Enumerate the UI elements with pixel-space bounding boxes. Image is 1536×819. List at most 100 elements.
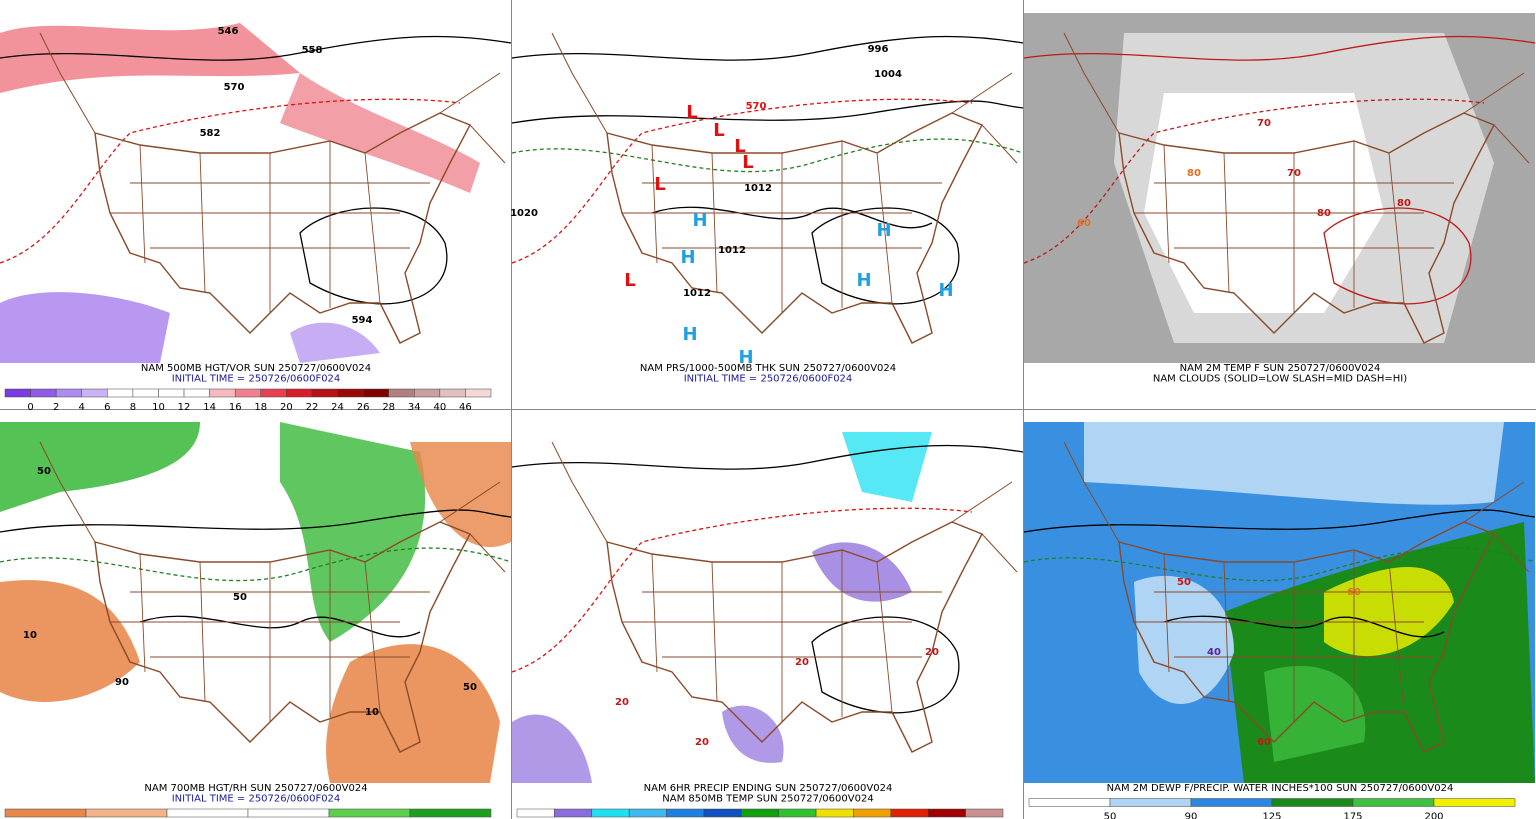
contour [511,138,1024,173]
panel: 80 70 80 80 70 60 NAM 2M TEMP F SUN 250727/060… [1023,13,1536,385]
colorbar-swatch [554,808,593,818]
map-label: 80 [1317,208,1331,219]
contours [0,35,512,305]
contour [299,207,448,305]
map-label: 1012 [683,288,711,299]
colorbar-swatch [166,808,249,818]
contour [511,100,1024,124]
colorbar-label: 18 [254,402,267,413]
map-label: 570 [746,101,767,112]
field-area [1134,575,1234,705]
field-area [1084,422,1504,505]
map-label: 558 [302,45,323,56]
map-label: 20 [925,647,939,658]
map-label: H [876,220,891,241]
map-label: H [856,270,871,291]
colorbar-swatch [85,808,168,818]
field-area [722,705,784,763]
map-label: 50 [1177,577,1191,588]
panel: 50 10 90 50 10 50 NAM 700MB HGT/RH SUN 250727/… [0,422,512,818]
field-area [1324,567,1454,657]
colorbar-swatch [666,808,705,818]
map-label: H [738,347,753,368]
colorbar-label: 14 [203,402,216,413]
caption: INITIAL TIME = 250726/0600F024 [684,374,853,385]
colorbar-label: 34 [408,402,421,413]
map-label: 20 [695,737,709,748]
caption: INITIAL TIME = 250726/0600F024 [172,374,341,385]
contour [511,98,973,264]
colorbar-swatch [703,808,742,818]
panel: 50 60 40 60 NAM 2M DEWP F/PRECIP. WATER INCH… [1023,422,1536,819]
map-label: 1020 [510,208,538,219]
colorbar-swatch [247,808,330,818]
colorbar-swatch [628,808,667,818]
colorbar-swatch [55,388,82,398]
map-label: L [713,120,724,141]
colorbar-swatch [1271,798,1354,807]
caption: NAM PRS/1000-500MB THK SUN 250727/0600V0… [640,363,896,374]
colorbar-label: 40 [433,402,446,413]
contour [1023,509,1536,533]
map-label: 50 [37,466,51,477]
contour [0,547,512,582]
map-label: L [742,152,753,173]
map-label: 582 [200,128,221,139]
field-area [290,322,380,363]
colorbar-label: 12 [178,402,191,413]
colorbar-swatch [965,808,1004,818]
colorbar-swatch [927,808,966,818]
contour [511,507,973,673]
colorbar-swatch [591,808,630,818]
colorbar-label: 22 [306,402,319,413]
panel: 20 20 20 20 NAM 6HR PRECIP ENDING SUN 250727… [511,422,1024,818]
contour [0,98,461,264]
panel: LLLLLLHHHHHHH10121012101299610041020570N… [510,13,1024,385]
map-label: 50 [463,682,477,693]
map-label: 50 [233,592,247,603]
panel: 558 570 582 594 546 NAM 500MB HGT/VOR SUN 250… [0,13,512,413]
colorbar-label: 6 [104,402,110,413]
colorbar-swatch [328,808,411,818]
colorbar-swatch [362,388,389,398]
field-area [410,442,511,548]
map-label: 60 [1347,587,1361,598]
colorbar-swatch [1433,798,1516,807]
field-area [280,422,426,642]
colorbar-swatch [158,388,185,398]
contour [0,35,512,61]
colorbar-label: 26 [357,402,370,413]
colorbar-swatch [1028,798,1111,807]
colorbar-swatch [778,808,817,818]
colorbar-label: 8 [130,402,136,413]
colorbar-swatch [286,388,313,398]
map-label: L [686,102,697,123]
colorbar-swatch [311,388,338,398]
map-label: 996 [868,44,889,55]
map-label: H [682,324,697,345]
map-label: 10 [23,630,37,641]
colorbar-swatch [388,388,415,398]
map-label: 20 [795,657,809,668]
field-area [0,422,200,512]
map-label: H [692,210,707,231]
map-label: L [734,136,745,157]
field-area [1144,93,1384,313]
contours [1023,35,1536,305]
caption: NAM 500MB HGT/VOR SUN 250727/0600V024 [141,363,371,374]
colorbar-swatch [815,808,854,818]
map-label: 70 [1257,118,1271,129]
field-area [0,292,170,363]
field-area [1264,665,1366,762]
colorbar-swatch [4,808,87,818]
colorbar-label: 0 [27,402,33,413]
caption: NAM 700MB HGT/RH SUN 250727/0600V024 [144,783,367,794]
colorbar-label: 46 [459,402,472,413]
map-label: 90 [115,677,129,688]
colorbar-swatch [465,388,492,398]
map-label: L [654,174,665,195]
colorbar-label: 175 [1343,812,1362,819]
contour [1023,98,1485,264]
contours [511,444,1024,714]
